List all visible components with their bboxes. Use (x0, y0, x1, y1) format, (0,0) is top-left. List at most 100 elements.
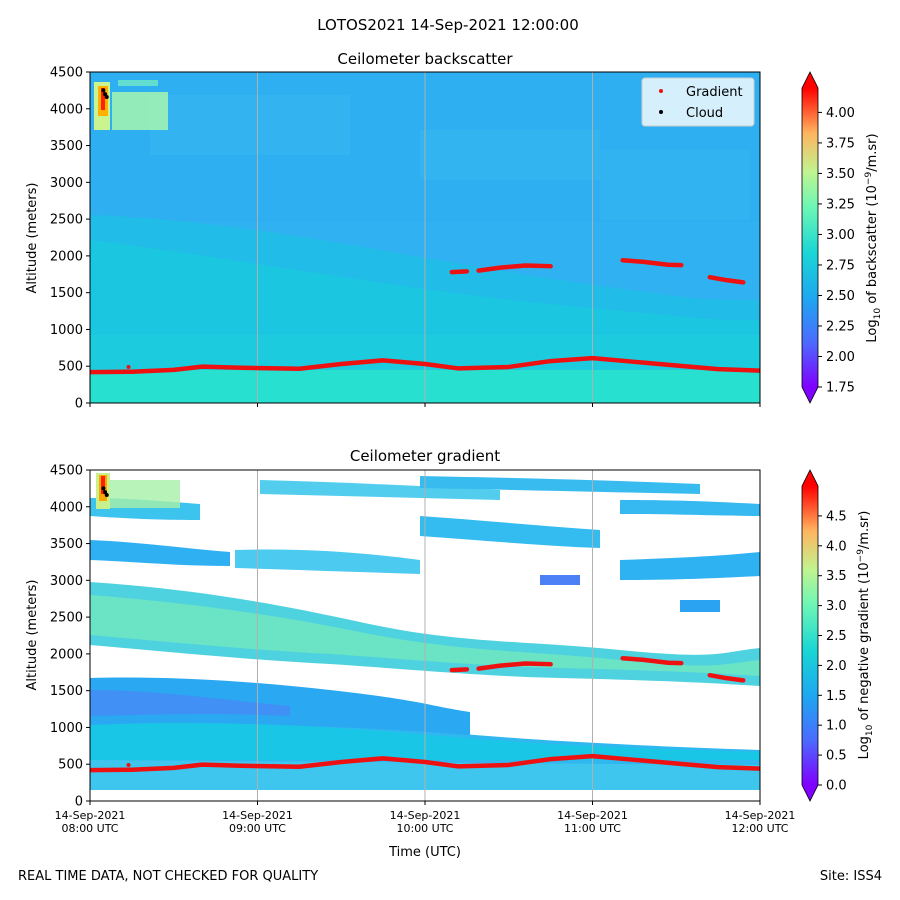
colorbar-label-sub: 10 (873, 308, 883, 320)
figure-title: LOTOS2021 14-Sep-2021 12:00:00 (317, 16, 579, 34)
colorbar-tick-label: 3.5 (826, 569, 847, 584)
x-tick-label: 14-Sep-2021 (222, 809, 293, 822)
y-tick-label: 4000 (50, 500, 83, 515)
colorbar-tick-label: 2.0 (826, 659, 847, 674)
gradient-title: Ceilometer gradient (350, 447, 500, 465)
colorbar-tick-label: 2.5 (826, 629, 847, 644)
colorbar-label-prefix: Log (865, 319, 880, 342)
gradient-grid (257, 470, 593, 801)
y-tick-label: 4500 (50, 464, 83, 479)
x-tick-label: 14-Sep-2021 (55, 809, 126, 822)
gradient-point (126, 364, 131, 369)
y-tick-label: 4000 (50, 102, 83, 117)
cloud-point (101, 486, 106, 491)
legend-cloud-label: Cloud (686, 106, 723, 121)
gradient-series-line (620, 258, 684, 268)
x-tick-label: 12:00 UTC (731, 822, 788, 835)
gradient-point (126, 762, 131, 767)
gradient-series-line (449, 667, 470, 673)
backscatter-grid (257, 72, 593, 403)
gradient-series-line (449, 269, 470, 275)
y-tick-label: 4500 (50, 66, 83, 81)
colorbar-tick-label: 3.50 (826, 167, 855, 182)
x-tick-label: 14-Sep-2021 (557, 809, 628, 822)
y-tick-label: 1500 (50, 684, 83, 699)
gradient-series-line (707, 274, 746, 285)
legend-cloud-marker (659, 110, 663, 114)
y-tick-label: 2500 (50, 213, 83, 228)
y-tick-label: 0 (75, 795, 83, 810)
backscatter-y-axis: 0 500 1000 1500 2000 2500 3000 3500 4000 4500 (50, 66, 90, 412)
colorbar-gradient (802, 88, 818, 387)
colorbar-tick-label: 3.75 (826, 136, 855, 151)
colorbar-tick-label: 4.00 (826, 106, 855, 121)
colorbar-tick-label: 0.0 (826, 779, 847, 794)
x-tick-label: 10:00 UTC (396, 822, 453, 835)
legend-frame (641, 77, 755, 127)
gradient-series-line (90, 355, 760, 375)
colorbar-tick-label: 2.75 (826, 258, 855, 273)
y-tick-label: 3000 (50, 176, 83, 191)
colorbar-ticks: 0.0 0.5 1.0 1.5 2.0 2.5 3.0 3.5 4.0 4.5 (818, 509, 847, 794)
y-tick-label: 3500 (50, 139, 83, 154)
x-tick-label: 11:00 UTC (564, 822, 621, 835)
footer-disclaimer: REAL TIME DATA, NOT CHECKED FOR QUALITY (18, 869, 319, 884)
gradient-y-axis: 0 500 1000 1500 2000 2500 3000 3500 4000 4500 (50, 464, 90, 810)
colorbar-top-extend (802, 72, 818, 88)
gradient-series-line (476, 263, 553, 273)
y-tick-label: 1000 (50, 323, 83, 338)
y-tick-label: 2500 (50, 611, 83, 626)
y-tick-label: 0 (75, 397, 83, 412)
gradient-panel: Ceilometer gradient (25, 447, 875, 860)
colorbar-bottom-extend (802, 785, 818, 801)
colorbar-tick-label: 3.00 (826, 228, 855, 243)
gradient-xlabel: Time (UTC) (388, 845, 461, 860)
y-tick-label: 3000 (50, 574, 83, 589)
y-tick-label: 500 (58, 758, 83, 773)
backscatter-series (90, 88, 760, 375)
cloud-point (104, 493, 109, 498)
x-tick-label: 14-Sep-2021 (390, 809, 461, 822)
gradient-series-line (90, 753, 760, 773)
colorbar-tick-label: 4.5 (826, 509, 847, 524)
colorbar-label-suffix: /m.sr) (857, 511, 872, 549)
cloud-point (101, 88, 106, 93)
y-tick-label: 1000 (50, 721, 83, 736)
colorbar-label-suffix: /m.sr) (865, 133, 880, 171)
legend: Gradient Cloud (641, 77, 755, 127)
y-tick-label: 3500 (50, 537, 83, 552)
colorbar-label: Log10 of backscatter (10−9/m.sr) (864, 133, 883, 342)
colorbar-label: Log10 of negative gradient (10−9/m.sr) (856, 511, 875, 760)
colorbar-tick-label: 2.00 (826, 350, 855, 365)
colorbar-tick-label: 1.0 (826, 719, 847, 734)
colorbar-tick-label: 0.5 (826, 749, 847, 764)
gradient-colorbar: 0.0 0.5 1.0 1.5 2.0 2.5 3.0 3.5 4.0 4.5 Log10 of … (801, 469, 875, 802)
colorbar-gradient (802, 486, 818, 785)
gradient-ylabel: Altitude (meters) (25, 580, 40, 691)
colorbar-tick-label: 3.0 (826, 599, 847, 614)
backscatter-title: Ceilometer backscatter (337, 50, 513, 68)
colorbar-top-extend (802, 470, 818, 486)
legend-gradient-marker (659, 89, 663, 93)
gradient-series-line (620, 656, 684, 666)
colorbar-tick-label: 1.75 (826, 381, 855, 396)
colorbar-label-prefix: Log (857, 736, 872, 759)
colorbar-label-sup: −9 (864, 172, 874, 186)
colorbar-tick-label: 3.25 (826, 197, 855, 212)
backscatter-ylabel: Altitude (meters) (25, 183, 40, 294)
cloud-point (103, 490, 108, 495)
cloud-point (103, 92, 108, 97)
backscatter-panel: Ceilometer backscatter 0 500 1000 1500 2000 2… (25, 50, 883, 412)
x-tick-label: 14-Sep-2021 (725, 809, 796, 822)
legend-gradient-label: Gradient (686, 85, 743, 100)
colorbar-tick-label: 2.25 (826, 319, 855, 334)
gradient-series-line (707, 672, 746, 683)
colorbar-bottom-extend (802, 387, 818, 403)
colorbar-label-sub: 10 (865, 724, 875, 736)
footer-site: Site: ISS4 (819, 869, 882, 884)
colorbar-label-mid: of negative gradient (10 (857, 562, 872, 724)
x-tick-label: 08:00 UTC (61, 822, 118, 835)
y-tick-label: 2000 (50, 647, 83, 662)
